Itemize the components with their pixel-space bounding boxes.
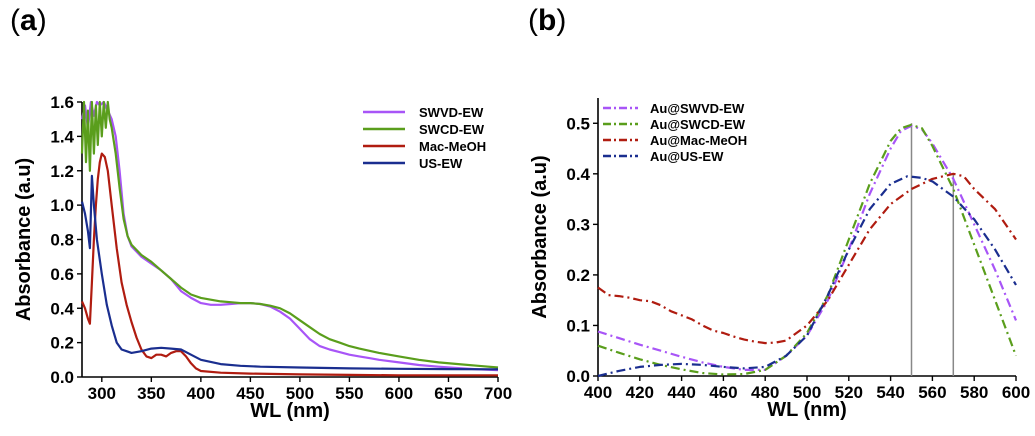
y-tick-label: 0.2 xyxy=(50,334,74,353)
series-line-us-ew xyxy=(80,174,499,371)
x-axis-title: WL (nm) xyxy=(250,400,330,422)
legend-label: Au@US-EW xyxy=(650,149,724,164)
y-tick-label: 1.2 xyxy=(50,162,74,181)
x-tick-label: 540 xyxy=(876,383,904,402)
chart-panel-b: (b) 400 420 440 460 480 500 520 540 560 580 600 0.0 0… xyxy=(528,4,1030,421)
y-tick-label: 0.0 xyxy=(566,367,590,386)
y-tick-label: 0.3 xyxy=(566,215,590,234)
x-tick-label: 350 xyxy=(137,384,165,403)
y-axis-title: Absorbance (a.u) xyxy=(13,158,35,321)
x-tick-label: 600 xyxy=(1002,383,1030,402)
series-line-au-swvd-ew xyxy=(597,124,1018,371)
y-tick-label: 0.8 xyxy=(50,231,74,250)
x-tick-label: 650 xyxy=(434,384,462,403)
legend-label: SWVD-EW xyxy=(419,105,484,120)
y-tick-label: 0.4 xyxy=(50,299,74,318)
x-axis-title: WL (nm) xyxy=(767,399,847,421)
chart-panel-a: (a) 300 350 400 450 500 550 600 650 700 0.0 0.2 0.4 0… xyxy=(10,4,512,422)
x-tick-label: 700 xyxy=(484,384,512,403)
y-axis-title: Absorbance (a.u) xyxy=(529,155,551,318)
x-tick-label: 400 xyxy=(584,383,612,402)
x-tick-label: 300 xyxy=(88,384,116,403)
y-tick-label: 1.6 xyxy=(50,93,74,112)
y-tick-label: 0.1 xyxy=(566,316,590,335)
y-tick-label: 0.2 xyxy=(566,266,590,285)
y-tick-label: 1.4 xyxy=(50,127,74,146)
x-tick-label: 560 xyxy=(918,383,946,402)
x-tick-label: 500 xyxy=(286,384,314,403)
x-tick-label: 460 xyxy=(709,383,737,402)
series-line-mac-meoh xyxy=(80,152,498,377)
panel-label-b: (b) xyxy=(528,4,566,37)
legend-label: US-EW xyxy=(419,156,463,171)
series-line-swcd-ew xyxy=(80,100,499,369)
x-tick-label: 500 xyxy=(793,383,821,402)
y-tick-label: 0.6 xyxy=(50,265,74,284)
x-tick-label: 420 xyxy=(626,383,654,402)
x-tick-label: 440 xyxy=(667,383,695,402)
x-tick-label: 550 xyxy=(335,384,363,403)
y-tick-label: 0.4 xyxy=(566,165,590,184)
y-tick-label: 1.0 xyxy=(50,196,74,215)
legend-label: Au@Mac-MeOH xyxy=(650,133,747,148)
x-tick-label: 450 xyxy=(236,384,264,403)
panel-label-a: (a) xyxy=(10,4,47,37)
series-line-swvd-ew xyxy=(80,100,499,372)
x-tick-label: 400 xyxy=(187,384,215,403)
x-tick-label: 600 xyxy=(385,384,413,403)
y-tick-label: 0.5 xyxy=(566,114,590,133)
series-line-au-mac-meoh xyxy=(597,172,1017,345)
legend-label: Au@SWCD-EW xyxy=(650,117,746,132)
legend-label: Au@SWVD-EW xyxy=(650,101,745,116)
x-tick-label: 520 xyxy=(835,383,863,402)
legend-label: Mac-MeOH xyxy=(419,139,486,154)
legend-label: SWCD-EW xyxy=(419,122,485,137)
y-tick-label: 0.0 xyxy=(50,368,74,387)
x-tick-label: 580 xyxy=(960,383,988,402)
x-tick-label: 480 xyxy=(751,383,779,402)
